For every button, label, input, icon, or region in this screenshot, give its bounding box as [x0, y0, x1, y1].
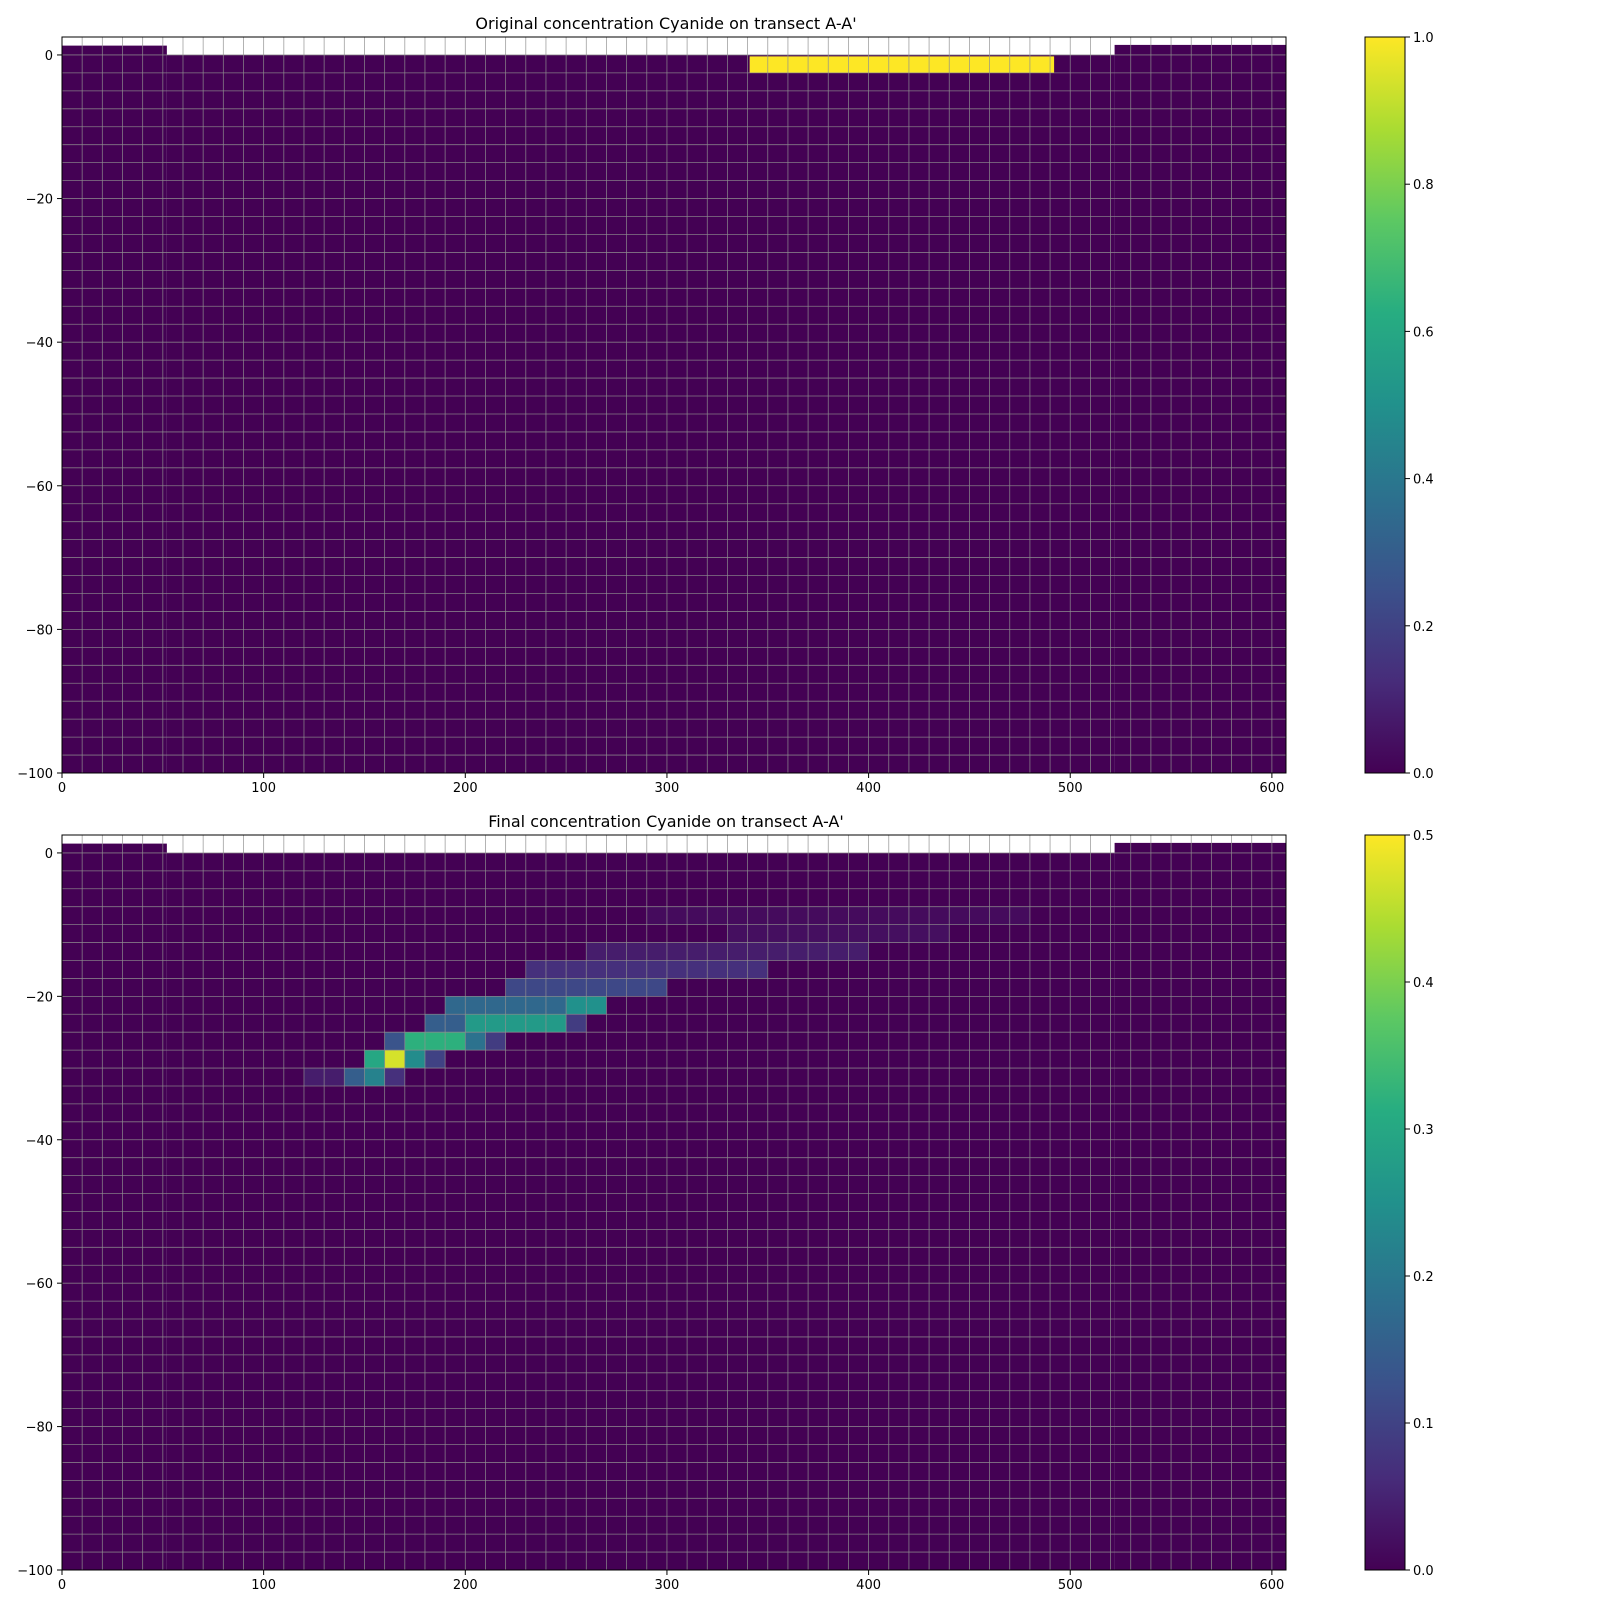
panel-1-x-tick-label: 500 [1058, 781, 1083, 796]
panel-2-axes-frame [61, 834, 1287, 1571]
panel-2-y-tick-label: −40 [26, 1134, 53, 1149]
panel-1-x-tick-label: 100 [251, 781, 276, 796]
panel-1-colorbar-tick-label: 0.0 [1413, 767, 1434, 782]
panel-2-x-tick-label: 500 [1058, 1578, 1083, 1593]
panel-1-x-tick-label: 0 [58, 781, 66, 796]
panel-2-colorbar-tick-label: 0.5 [1413, 829, 1434, 844]
panel-2-colorbar-tick-label: 0.4 [1413, 976, 1434, 991]
panel-1-colorbar-ticks: 0.0 0.2 0.4 0.6 0.8 1.0 [1405, 31, 1434, 782]
panel-1-background-field [1114, 44, 1286, 773]
panel-2-heatmap-cell [727, 924, 950, 943]
panel-1-title: Original concentration Cyanide on transe… [475, 14, 856, 33]
panel-2-x-tick-label: 0 [58, 1578, 66, 1593]
panel-1-background-field [62, 45, 167, 774]
panel-2-heatmap-cell [384, 1068, 405, 1086]
panel-1-y-tick-label: −80 [26, 623, 53, 638]
panel-2-colorbar-gradient [1364, 834, 1406, 1571]
panel-1-x-tick-label: 600 [1259, 781, 1284, 796]
panel-2-y-tick-label: −60 [26, 1277, 53, 1292]
panel-2-x-tick-label: 600 [1259, 1578, 1284, 1593]
panel-1-mesh-grid [62, 37, 1286, 774]
panel-2-y-tick-label: −100 [17, 1564, 53, 1579]
panel-2-y-tick-label: −20 [26, 990, 53, 1005]
panel-2-mesh-grid [62, 835, 1286, 1571]
panel-2-heatmap-cell [384, 1032, 405, 1051]
panel-1-x-tick-label: 400 [856, 781, 881, 796]
panel-1-x-tick-label: 200 [453, 781, 478, 796]
panel-1-colorbar-tick-label: 0.8 [1413, 178, 1434, 193]
panel-1-heatmap-cell [749, 56, 1055, 73]
panel-1-colorbar-tick-label: 0.4 [1413, 473, 1434, 488]
panel-1-plot-area: 0 100 200 300 400 500 600 0 −20 −40 −60 −80 −100 [17, 36, 1287, 796]
panel-2-title: Final concentration Cyanide on transect … [488, 812, 843, 831]
panel-2-colorbar: 0.0 0.1 0.2 0.3 0.4 0.5 [1364, 829, 1434, 1579]
panel-2: Final concentration Cyanide on transect … [17, 812, 1433, 1593]
panel-2-heatmap-cell [646, 906, 1030, 925]
panel-2-colorbar-tick-label: 0.1 [1413, 1417, 1434, 1432]
panel-2-heatmap-cell [404, 1032, 466, 1051]
panel-2-heatmap-cell [465, 1014, 567, 1033]
panel-2-background-field [1114, 842, 1286, 1570]
panel-2-colorbar-ticks: 0.0 0.1 0.2 0.3 0.4 0.5 [1405, 829, 1434, 1579]
panel-2-heatmap-cell [465, 1032, 486, 1051]
panel-2-x-tick-label: 300 [655, 1578, 680, 1593]
panel-1-colorbar-gradient [1364, 36, 1406, 774]
panel-1-y-tick-label: −60 [26, 480, 53, 495]
panel-1-colorbar-tick-label: 1.0 [1413, 31, 1434, 46]
panel-2-colorbar-tick-label: 0.3 [1413, 1123, 1434, 1138]
panel-2-x-tick-label: 400 [856, 1578, 881, 1593]
panel-2-colorbar-tick-label: 0.0 [1413, 1564, 1434, 1579]
panel-2-heatmap-cell [364, 1050, 385, 1069]
panel-2-background-field [62, 843, 167, 1570]
panel-2-heatmap-cell [384, 1050, 405, 1069]
panel-1-y-tick-label: −40 [26, 336, 53, 351]
panel-1-y-tick-label: −100 [17, 767, 53, 782]
panel-1-x-tick-label: 300 [655, 781, 680, 796]
panel-2-heatmap-cell [404, 1050, 425, 1069]
panel-2-x-tick-label: 100 [251, 1578, 276, 1593]
panel-1-colorbar-tick-label: 0.2 [1413, 620, 1434, 635]
panel-2-heatmap-cell [485, 1032, 506, 1051]
panel-1-colorbar-tick-label: 0.6 [1413, 325, 1434, 340]
panel-2-y-tick-label: 0 [45, 847, 53, 862]
panel-2-heatmap-cell [566, 1014, 587, 1033]
panel-2-heatmap-cell [424, 1050, 446, 1069]
panel-1-colorbar: 0.0 0.2 0.4 0.6 0.8 1.0 [1364, 31, 1434, 782]
panel-2-y-tick-label: −80 [26, 1421, 53, 1436]
panel-1-axes-frame [61, 36, 1287, 774]
panel-2-heatmap-cell [344, 1068, 365, 1086]
panel-2-heatmap-cell [364, 1068, 385, 1086]
panel-2-colorbar-tick-label: 0.2 [1413, 1270, 1434, 1285]
panel-1-y-tick-label: −20 [26, 193, 53, 208]
panel-1: Original concentration Cyanide on transe… [17, 14, 1433, 796]
panel-2-x-tick-label: 200 [453, 1578, 478, 1593]
panel-1-y-tick-label: 0 [45, 49, 53, 64]
panel-2-plot-area: 0 100 200 300 400 500 600 0 −20 −40 −60 −80 −100 [17, 834, 1287, 1593]
